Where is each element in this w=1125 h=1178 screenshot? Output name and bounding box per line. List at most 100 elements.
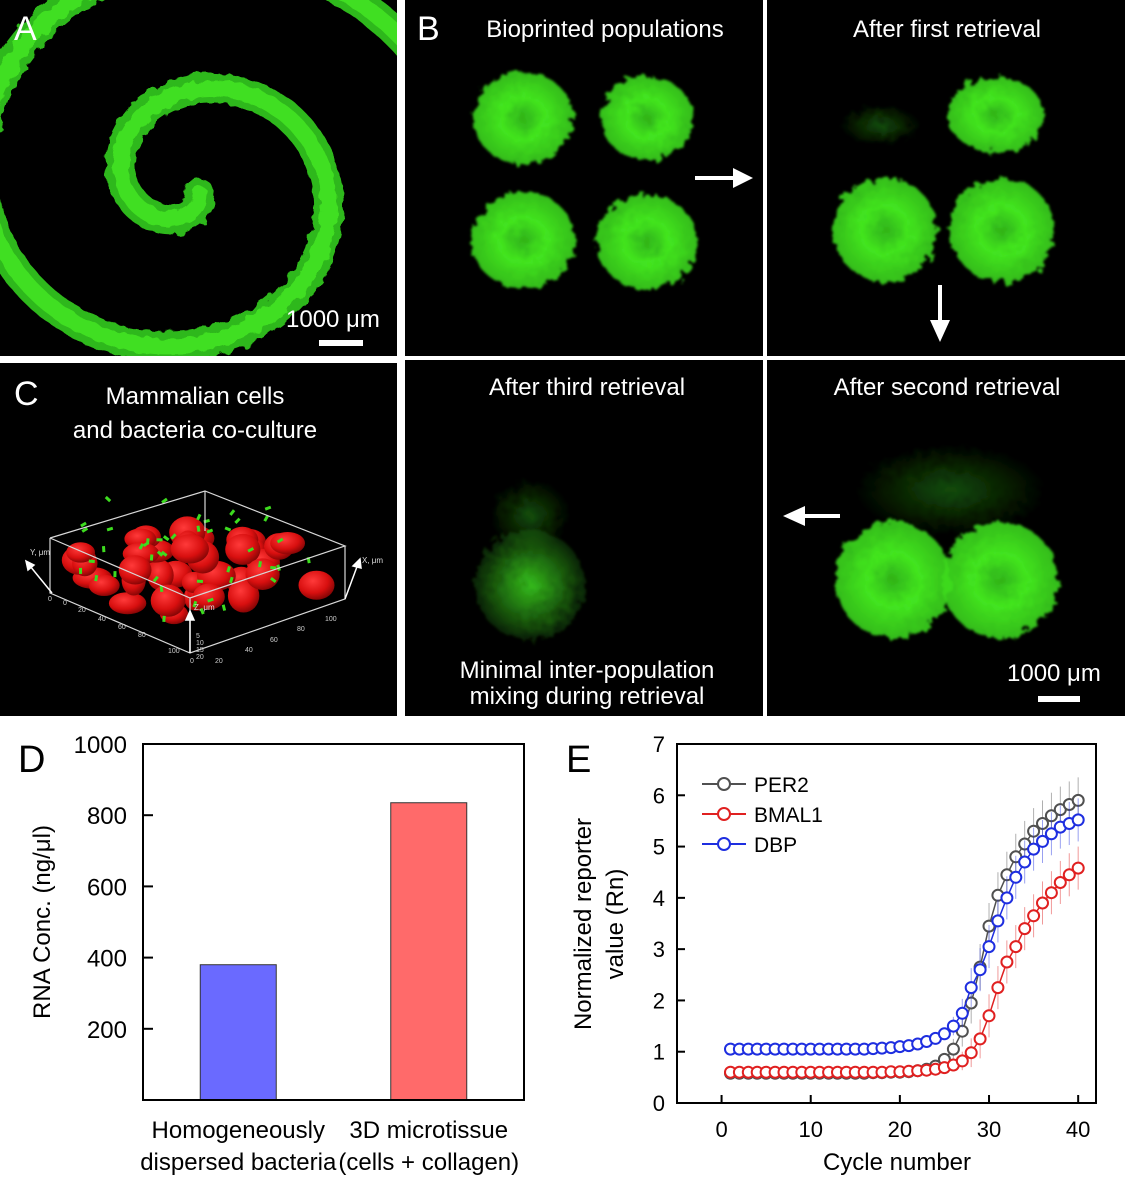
axis-label-z: Z, μm (194, 603, 215, 612)
panel-label-d: D (18, 739, 45, 781)
reporter-y-axis-label-line1: Normalized reporter (570, 818, 597, 1030)
bacterium (156, 538, 163, 542)
bacterium (192, 600, 198, 608)
bacterium (207, 597, 214, 603)
bacterium (196, 579, 203, 583)
bacterium (229, 509, 236, 516)
legend-item: PER2 (702, 774, 809, 797)
mammalian-cell (66, 542, 95, 563)
bacterium (206, 528, 214, 534)
bacterium (270, 576, 277, 583)
bacterium (149, 554, 154, 561)
data-point (1062, 868, 1076, 882)
mammalian-cell (118, 555, 152, 585)
reporter-x-tick-label: 40 (1066, 1117, 1090, 1142)
bacterium (162, 535, 170, 542)
panel-label-e: E (566, 739, 591, 781)
data-point (937, 1027, 951, 1041)
caption-second-retrieval: After second retrieval (833, 374, 1061, 401)
svg-text:40: 40 (245, 647, 253, 654)
data-point (946, 1042, 960, 1056)
bioprint-quadrant-2 (833, 77, 1054, 282)
data-point (1018, 855, 1032, 869)
bacterium (161, 497, 168, 504)
bacterium (78, 567, 83, 574)
data-point (1000, 955, 1014, 969)
caption-third-retrieval: After third retrieval (488, 374, 686, 401)
bacterium (196, 513, 202, 521)
series-dbp (724, 798, 1085, 1056)
reporter-x-tick-label: 10 (798, 1117, 822, 1142)
data-point (991, 914, 1005, 928)
bacterium (104, 495, 112, 503)
bacterium (142, 541, 150, 548)
panel-label-a: A (14, 10, 37, 48)
scalebar-label-a: 1000 μm (286, 306, 380, 333)
legend-label: DBP (754, 834, 797, 857)
rna-y-tick-label: 600 (87, 874, 127, 901)
svg-text:80: 80 (138, 632, 146, 639)
axis-label-y: Y, μm (30, 548, 51, 557)
mammalian-cell (298, 570, 335, 600)
bacterium (88, 559, 95, 564)
bacterium (106, 526, 114, 532)
bioprint-quadrant-3 (475, 480, 585, 640)
bacterium (170, 533, 177, 540)
data-point (1009, 870, 1023, 884)
data-point (982, 1009, 996, 1023)
bacterium (229, 576, 234, 584)
reporter-y-tick-label: 4 (653, 886, 665, 911)
panel-label-b: B (417, 10, 440, 48)
bacterium (203, 518, 210, 524)
data-point (1044, 827, 1058, 841)
rna-y-tick-label: 1000 (74, 732, 127, 759)
reporter-y-axis-label-line2: value (Rn) (602, 869, 629, 980)
svg-text:20: 20 (196, 654, 204, 661)
panel-b: B Bioprinted populations After first ret… (405, 0, 1125, 716)
rna-category-label: Homogeneously (152, 1117, 325, 1144)
bacterium (258, 561, 262, 568)
rna-y-axis-label: RNA Conc. (ng/μl) (29, 825, 56, 1019)
svg-text:60: 60 (270, 637, 278, 644)
mammalian-cell (150, 584, 186, 617)
bacterium (113, 571, 117, 578)
rna-y-tick-label: 400 (87, 946, 127, 973)
coculture-title-line2: and bacteria co-culture (72, 417, 318, 444)
bacterium (160, 550, 168, 557)
svg-text:20: 20 (215, 658, 223, 665)
rna-bar-chart: 200 400 600 800 1000 D RNA Conc. (ng/μl) Hom… (18, 732, 525, 1176)
bacterium (159, 585, 164, 593)
spiral-image (0, 0, 397, 356)
caption-first-retrieval: After first retrieval (852, 16, 1042, 43)
series-bmal1 (724, 846, 1085, 1079)
rna-bar (199, 964, 277, 1101)
svg-text:100: 100 (168, 648, 180, 655)
bacterium (94, 574, 99, 582)
mammalian-cell (192, 583, 225, 610)
mammalian-cell (170, 534, 209, 564)
data-point (1036, 817, 1049, 830)
data-point (973, 1032, 987, 1046)
reporter-y-tick-label: 7 (653, 732, 665, 757)
axis-label-x: X, μm (362, 556, 384, 565)
bacterium (138, 543, 145, 550)
legend-label: BMAL1 (754, 804, 823, 827)
bioprint-images (405, 0, 1125, 716)
bacterium (199, 607, 205, 615)
data-point (1027, 842, 1041, 856)
bacterium (270, 565, 277, 570)
bacterium (234, 517, 241, 525)
data-point (991, 981, 1005, 995)
panel-label-c: C (14, 375, 39, 413)
scalebar-label-b: 1000 μm (1007, 660, 1101, 687)
data-point (982, 940, 996, 954)
rna-y-tick-label: 800 (87, 803, 127, 830)
legend-item: BMAL1 (702, 804, 823, 827)
data-point (1071, 793, 1085, 807)
reporter-y-tick-label: 2 (653, 988, 665, 1013)
reporter-x-tick-label: 0 (715, 1117, 727, 1142)
svg-text:40: 40 (98, 616, 106, 623)
reporter-plot-frame (676, 743, 1097, 1104)
